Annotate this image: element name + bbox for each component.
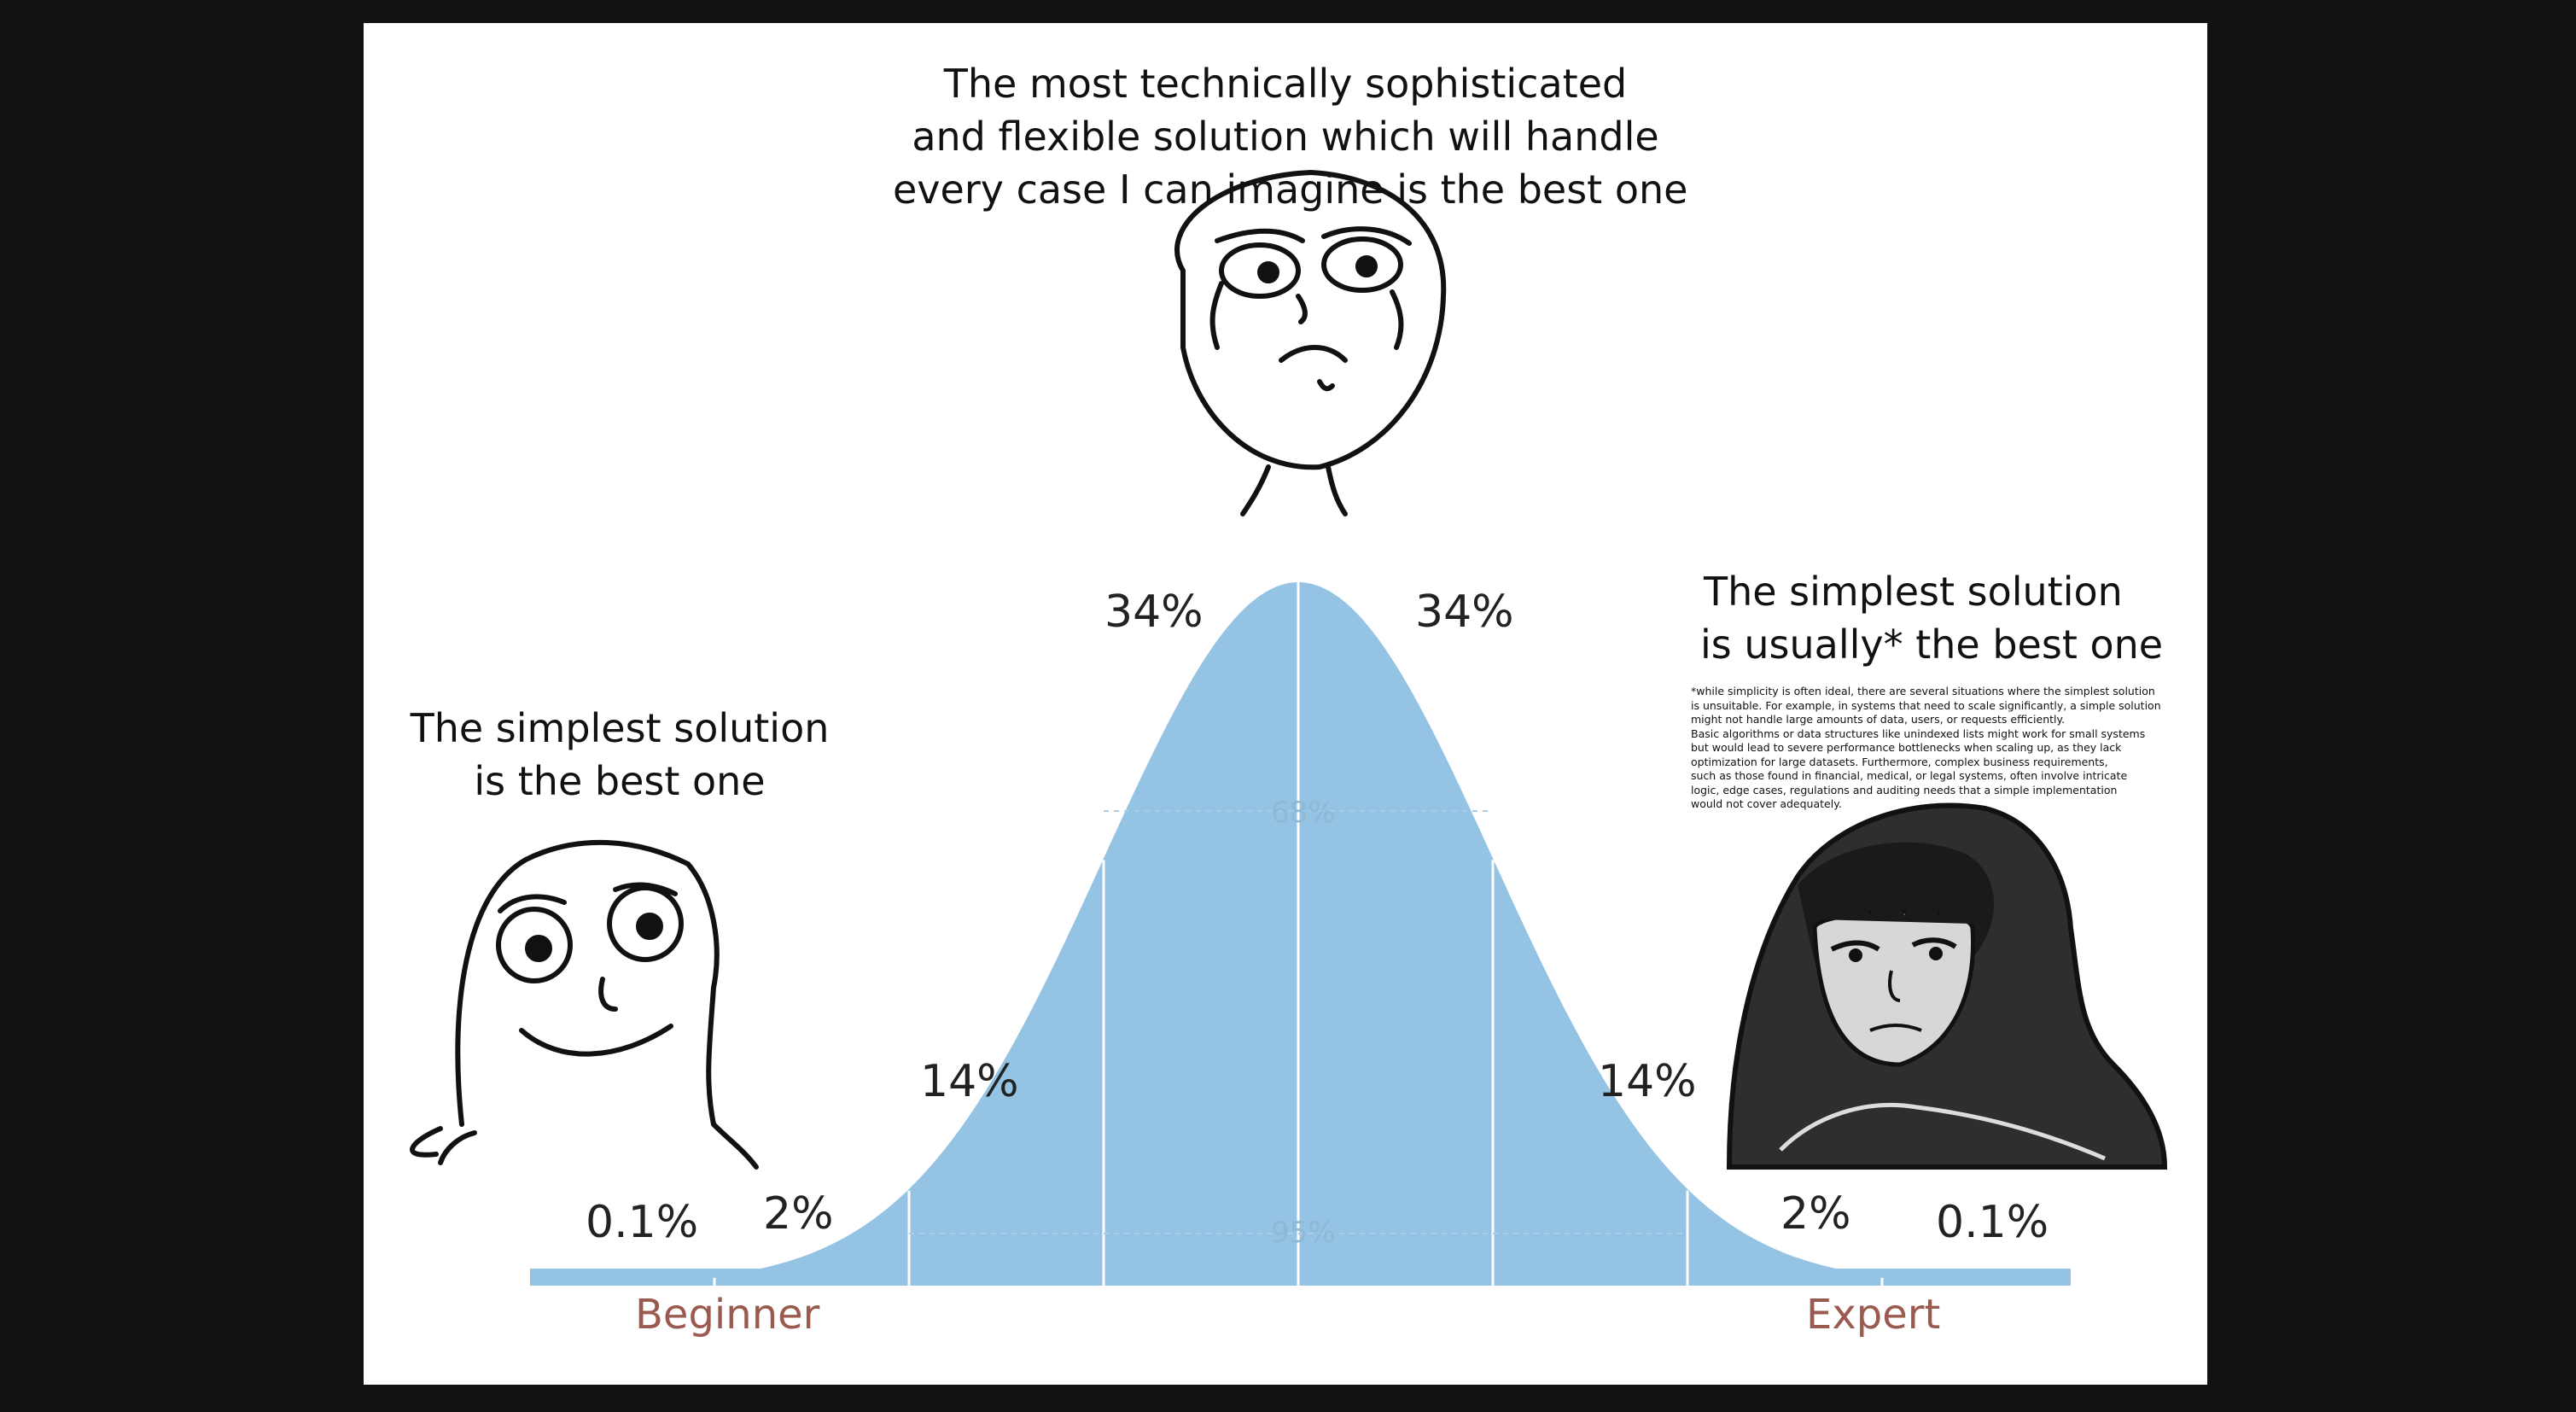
axis-label-beginner: Beginner — [635, 1291, 820, 1339]
segment-label: 14% — [1598, 1056, 1697, 1107]
caption-top-line: and flexible solution which will handle — [912, 114, 1659, 160]
segment-label: 34% — [1415, 586, 1514, 638]
segment-label: 2% — [763, 1188, 834, 1240]
footnote-line: optimization for large datasets. Further… — [1691, 755, 2108, 768]
bell-curve-chart — [530, 582, 2071, 1286]
footnote-line: would not cover adequately. — [1691, 797, 1842, 810]
axis-label-expert: Expert — [1806, 1291, 1941, 1339]
caption-left: The simplest solution is the best one — [398, 709, 842, 814]
caption-top-line: The most technically sophisticated — [943, 61, 1628, 107]
footnote-line: such as those found in financial, medica… — [1691, 769, 2128, 782]
segment-label: 14% — [920, 1056, 1019, 1107]
caption-top-line: every case I can imagine is the best one — [893, 166, 1688, 213]
segment-label: 0.1% — [586, 1197, 699, 1248]
baseline-band — [530, 1269, 2071, 1286]
footnote-line: is unsuitable. For example, in systems t… — [1691, 698, 2161, 712]
segment-label: 34% — [1104, 586, 1203, 638]
inner-label-bottom: 95% — [1271, 1216, 1336, 1250]
footnote-line: might not handle large amounts of data, … — [1691, 713, 2066, 726]
caption-right-line: The simplest solution — [1704, 569, 2123, 615]
footnote-line: *while simplicity is often ideal, there … — [1691, 685, 2155, 697]
segment-label: 2% — [1780, 1188, 1851, 1240]
inner-label-center: 68% — [1271, 796, 1336, 830]
footnote: *while simplicity is often ideal, there … — [1691, 685, 2194, 812]
caption-right: The simplest solution is usually* the be… — [1700, 572, 2170, 678]
caption-right-line: is usually* the best one — [1700, 621, 2164, 668]
bell-curve-area — [530, 582, 2071, 1284]
caption-left-line: is the best one — [474, 758, 766, 804]
footnote-line: but would lead to severe performance bot… — [1691, 741, 2122, 754]
segment-label: 0.1% — [1936, 1197, 2049, 1248]
caption-top: The most technically sophisticated and f… — [893, 61, 1688, 223]
meme-canvas: The most technically sophisticated and f… — [364, 23, 2207, 1385]
footnote-line: Basic algorithms or data structures like… — [1691, 726, 2146, 740]
footnote-line: logic, edge cases, regulations and audit… — [1691, 783, 2118, 796]
caption-left-line: The simplest solution — [410, 705, 830, 751]
